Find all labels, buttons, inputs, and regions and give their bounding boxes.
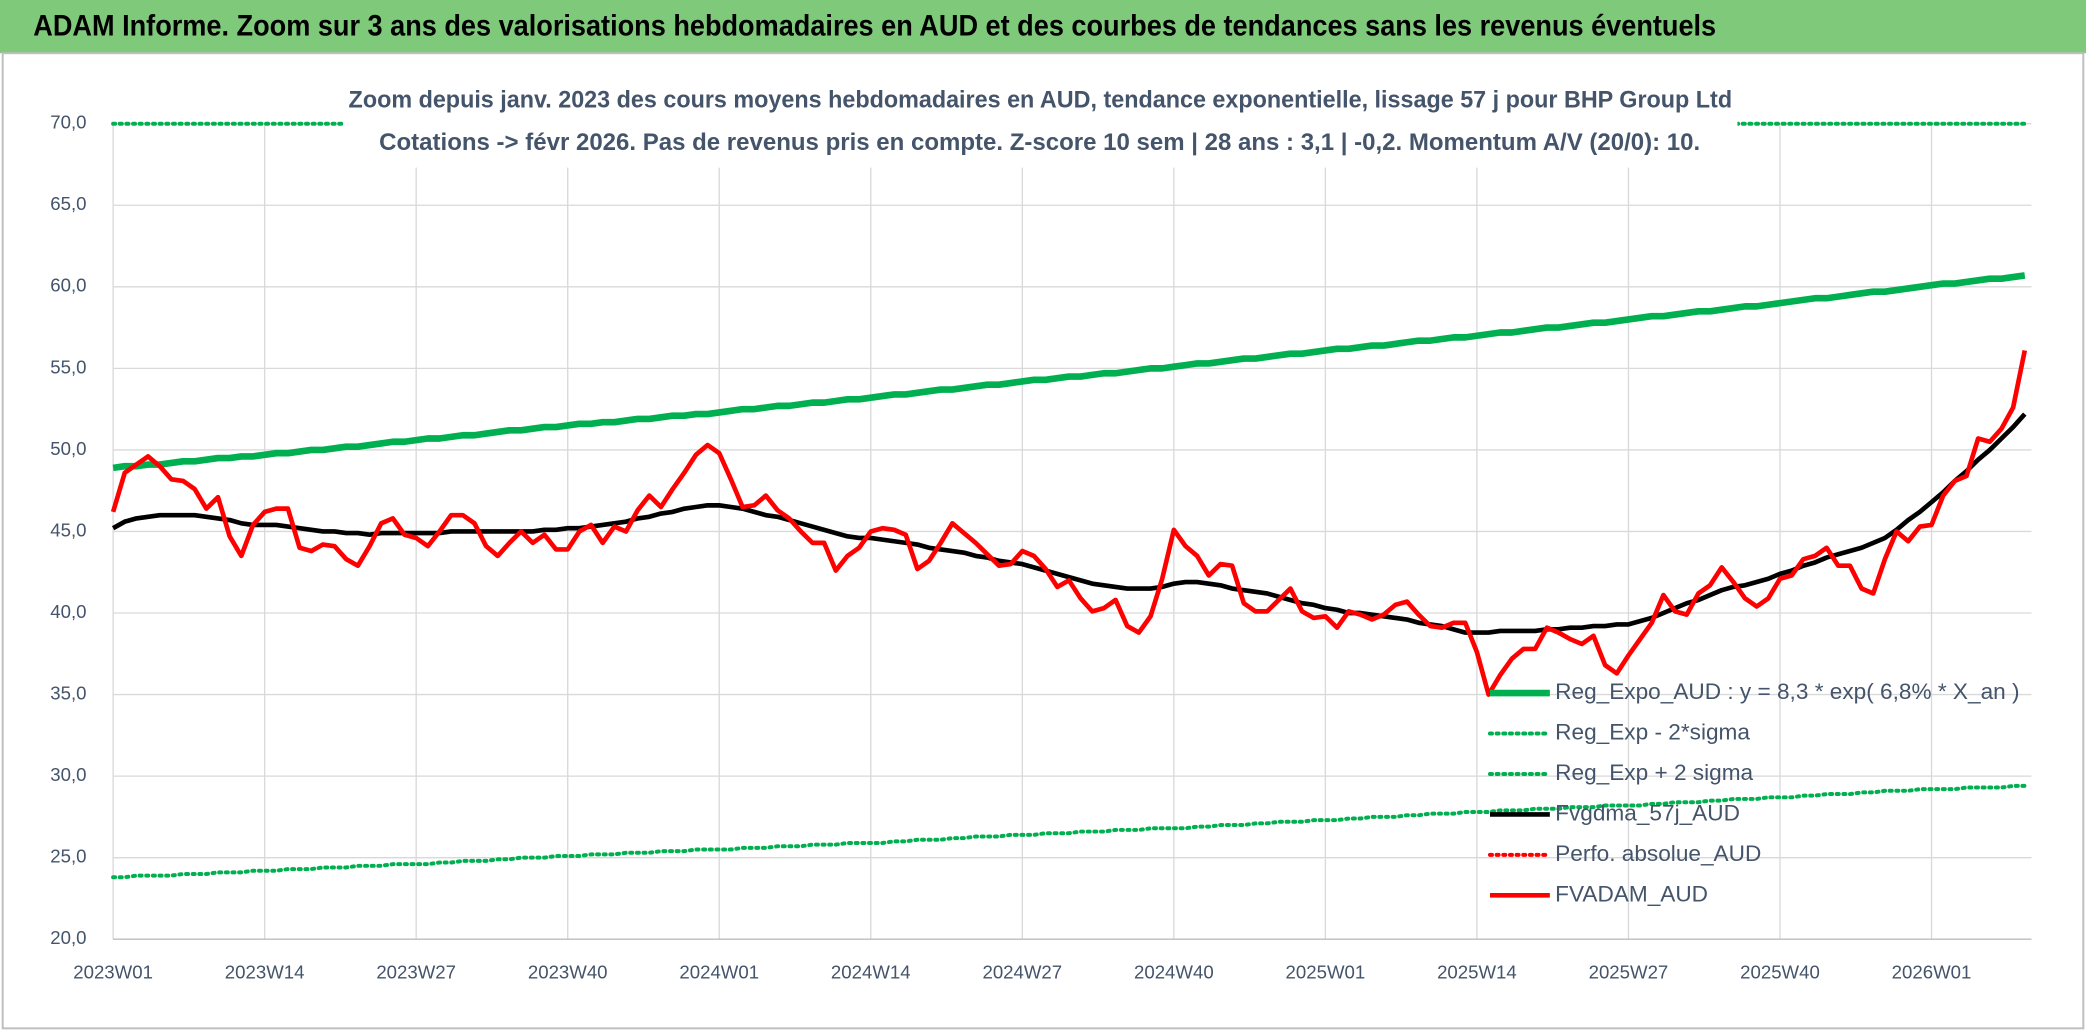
y-tick-label: 20,0	[50, 927, 86, 948]
y-tick-label: 70,0	[50, 112, 86, 133]
x-tick-label: 2023W14	[225, 962, 305, 983]
legend: Reg_Expo_AUD : y = 8,3 * exp( 6,8% * X_a…	[1487, 679, 2020, 906]
series-line	[111, 412, 2027, 635]
x-tick-label: 2025W27	[1589, 962, 1669, 983]
x-tick-label: 2024W14	[831, 962, 911, 983]
chart-subtitle: Cotations -> févr 2026. Pas de revenus p…	[379, 129, 1700, 156]
chart-title: ADAM Informe. Zoom sur 3 ans des valoris…	[33, 11, 1716, 43]
legend-label: Perfo. absolue_AUD	[1555, 841, 1761, 866]
y-tick-label: 65,0	[50, 193, 86, 214]
legend-label: Reg_Exp + 2 sigma	[1555, 760, 1753, 785]
y-tick-label: 50,0	[50, 438, 86, 459]
x-tick-label: 2023W40	[528, 962, 608, 983]
y-tick-label: 35,0	[50, 682, 86, 703]
series-line	[112, 272, 2026, 472]
x-tick-label: 2023W27	[376, 962, 456, 983]
x-tick-label: 2024W27	[982, 962, 1062, 983]
chart-subtitle: Zoom depuis janv. 2023 des cours moyens …	[349, 86, 1733, 113]
x-tick-label: 2025W40	[1740, 962, 1820, 983]
x-tick-label: 2024W40	[1134, 962, 1214, 983]
legend-label: Reg_Expo_AUD : y = 8,3 * exp( 6,8% * X_a…	[1555, 679, 2019, 704]
x-tick-label: 2025W01	[1286, 962, 1366, 983]
y-tick-label: 60,0	[50, 275, 86, 296]
y-tick-label: 45,0	[50, 519, 86, 540]
x-tick-label: 2025W14	[1437, 962, 1517, 983]
legend-label: FVADAM_AUD	[1555, 881, 1708, 906]
x-tick-label: 2024W01	[679, 962, 759, 983]
legend-label: Fvgdma_57j_AUD	[1555, 800, 1740, 825]
y-tick-label: 25,0	[50, 846, 86, 867]
y-tick-label: 40,0	[50, 601, 86, 622]
y-tick-label: 30,0	[50, 764, 86, 785]
header-band	[0, 0, 2086, 54]
series-line	[110, 349, 2028, 697]
x-tick-label: 2026W01	[1892, 962, 1972, 983]
x-tick-label: 2023W01	[73, 962, 153, 983]
y-tick-label: 55,0	[50, 356, 86, 377]
series-line	[111, 783, 2027, 880]
legend-label: Reg_Exp - 2*sigma	[1555, 720, 1750, 745]
chart-border	[1, 52, 2085, 1030]
subtitle-background	[343, 79, 1738, 168]
